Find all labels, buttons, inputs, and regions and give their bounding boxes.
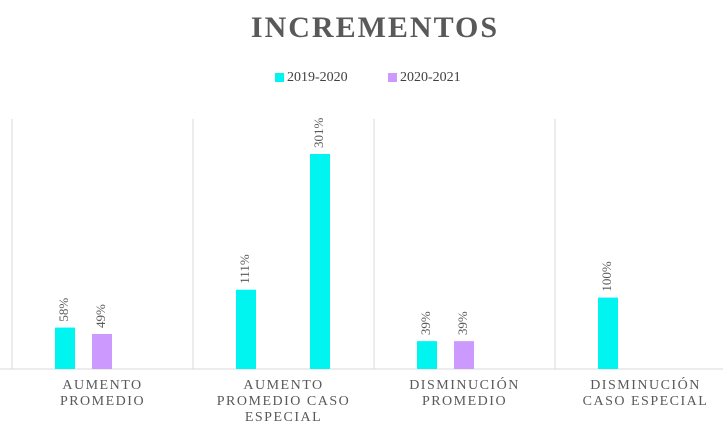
bar bbox=[92, 334, 112, 369]
x-tick-label: PROMEDIO bbox=[60, 394, 145, 409]
x-tick-label: DISMINUCIÓN bbox=[590, 376, 701, 393]
x-tick-label: PROMEDIO bbox=[422, 394, 507, 409]
legend-label: 2019-2020 bbox=[287, 70, 348, 85]
data-label: 301% bbox=[311, 118, 326, 149]
bar bbox=[417, 341, 437, 369]
x-tick-label: AUMENTO bbox=[243, 378, 323, 393]
data-label: 58% bbox=[56, 298, 71, 322]
data-label: 39% bbox=[455, 311, 470, 335]
bar bbox=[454, 341, 474, 369]
data-label: 111% bbox=[237, 254, 252, 284]
data-label: 49% bbox=[93, 304, 108, 328]
x-tick-label: CASO ESPECIAL bbox=[583, 394, 709, 409]
x-tick-label: ESPECIAL bbox=[245, 410, 322, 425]
x-tick-label: DISMINUCIÓN bbox=[409, 376, 520, 393]
legend-label: 2020-2021 bbox=[400, 70, 461, 85]
legend-swatch bbox=[275, 73, 284, 82]
bar bbox=[598, 297, 618, 369]
data-label: 100% bbox=[599, 261, 614, 292]
chart-title: INCREMENTOS bbox=[251, 11, 499, 44]
x-tick-label: PROMEDIO CASO bbox=[217, 394, 350, 409]
x-tick-label: AUMENTO bbox=[62, 378, 142, 393]
bar bbox=[310, 154, 330, 369]
legend-swatch bbox=[388, 73, 397, 82]
bar bbox=[236, 289, 256, 369]
bar bbox=[55, 327, 75, 369]
data-label: 39% bbox=[418, 311, 433, 335]
